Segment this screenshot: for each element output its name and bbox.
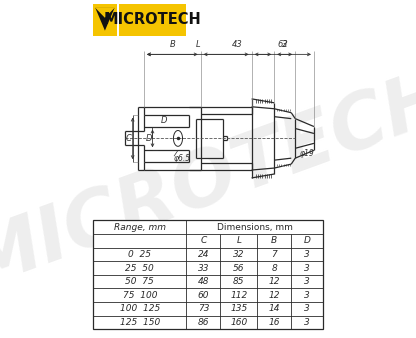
Text: B: B	[271, 236, 277, 245]
Text: 56: 56	[233, 264, 245, 272]
Text: 85: 85	[233, 277, 245, 286]
Text: 3: 3	[304, 264, 310, 272]
Text: L: L	[196, 41, 200, 49]
Text: 12: 12	[268, 291, 280, 300]
Text: 3: 3	[304, 277, 310, 286]
Text: 7: 7	[271, 250, 277, 259]
Text: 60: 60	[198, 291, 209, 300]
Text: 32: 32	[233, 250, 245, 259]
Polygon shape	[95, 8, 114, 31]
Text: 3: 3	[304, 291, 310, 300]
Text: C: C	[201, 236, 207, 245]
Text: 160: 160	[230, 318, 248, 327]
Text: 0  25: 0 25	[128, 250, 151, 259]
Text: B: B	[169, 41, 175, 49]
Text: L: L	[236, 236, 241, 245]
Text: 24: 24	[198, 250, 209, 259]
Text: φ19: φ19	[300, 149, 314, 158]
Text: 75  100: 75 100	[122, 291, 157, 300]
Text: Dimensions, mm: Dimensions, mm	[217, 223, 293, 232]
Text: MICROTECH: MICROTECH	[0, 61, 416, 305]
Bar	[93, 220, 323, 329]
Text: 43: 43	[232, 41, 243, 49]
Text: 112: 112	[230, 291, 248, 300]
Text: D: D	[145, 134, 152, 143]
Text: 50  75: 50 75	[125, 277, 154, 286]
Text: 3: 3	[304, 304, 310, 313]
Text: Range, mm: Range, mm	[114, 223, 166, 232]
Text: 125  150: 125 150	[120, 318, 160, 327]
Text: 3: 3	[304, 318, 310, 327]
Text: 12: 12	[268, 277, 280, 286]
Text: 3: 3	[304, 250, 310, 259]
Text: 33: 33	[198, 264, 209, 272]
Text: 8: 8	[271, 264, 277, 272]
Text: 86: 86	[198, 318, 209, 327]
Text: 73: 73	[198, 304, 209, 313]
Text: 135: 135	[230, 304, 248, 313]
Text: 14: 14	[268, 304, 280, 313]
Text: D: D	[304, 236, 311, 245]
Polygon shape	[95, 8, 114, 18]
Text: 25  50: 25 50	[125, 264, 154, 272]
Text: 3: 3	[282, 41, 287, 49]
Text: 16: 16	[268, 318, 280, 327]
Text: 100  125: 100 125	[120, 304, 160, 313]
Bar	[119, 4, 186, 35]
Text: φ6.5: φ6.5	[174, 154, 191, 163]
Text: 48: 48	[198, 277, 209, 286]
Text: MICROTECH: MICROTECH	[104, 12, 201, 27]
Text: C: C	[126, 134, 131, 143]
Bar	[93, 4, 117, 35]
Text: 62: 62	[277, 41, 288, 49]
Text: D: D	[161, 116, 167, 125]
